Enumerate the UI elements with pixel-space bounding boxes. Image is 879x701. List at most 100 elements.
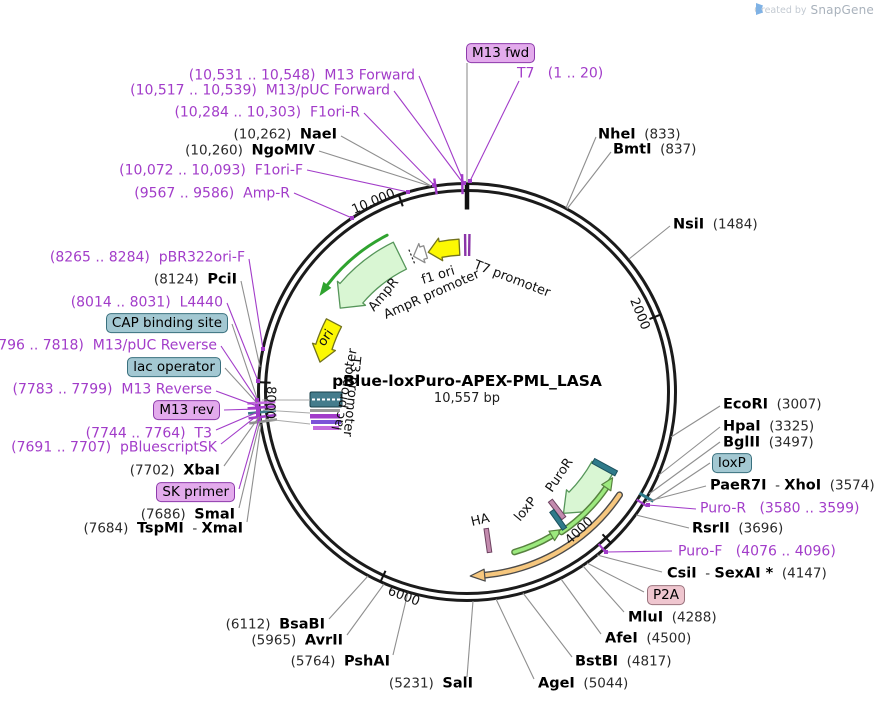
label-m13-puc-forward[interactable]: (10,517 .. 10,539) M13/pUC Forward [130, 82, 390, 99]
label-afei[interactable]: AfeI (4500) [605, 629, 691, 646]
feature-t7-promoter-bar[interactable] [463, 233, 467, 257]
label-text: (10,531 .. 10,548) M13 Forward [188, 67, 415, 84]
callout-line-ngomiv [318, 150, 431, 187]
feature-loxp-bar[interactable] [549, 508, 568, 531]
label-hpai[interactable]: HpaI (3325) [723, 417, 814, 434]
label-smai[interactable]: (7686) SmaI [141, 505, 235, 522]
label-text: (5231) [388, 675, 443, 692]
feature-ampr-promoter-arrow[interactable] [412, 242, 429, 264]
label-pbluescriptsk[interactable]: (7691 .. 7707) pBluescriptSK [11, 439, 217, 456]
label-p2a-box[interactable]: P2A [647, 585, 685, 605]
label-pbr322ori-f[interactable]: (8265 .. 8284) pBR322ori-F [50, 249, 245, 266]
label-text: - [766, 477, 785, 494]
ring-site-mark[interactable] [247, 400, 276, 405]
label-m13-rev-box[interactable]: M13 rev [153, 400, 220, 420]
feature-f1-ori-arrow[interactable] [427, 237, 461, 262]
primer-site-dot [255, 404, 259, 408]
label-text: XmaI [201, 520, 243, 537]
inset-connector [264, 418, 311, 425]
label-mlui[interactable]: MluI (4288) [628, 608, 717, 625]
label-text: EcoRI [723, 396, 769, 413]
feature-label-loxp[interactable]: loxP [512, 494, 541, 524]
label-m13-forward[interactable]: (10,531 .. 10,548) M13 Forward [189, 67, 415, 84]
primer-site-dot [256, 407, 260, 411]
label-sk-primer-box[interactable]: SK primer [156, 482, 235, 502]
label-lac-operator-box[interactable]: lac operator [127, 357, 221, 377]
label-bmti[interactable]: BmtI (837) [613, 140, 696, 157]
scale-tick[interactable] [397, 193, 404, 207]
label-f1ori-f[interactable]: (10,072 .. 10,093) F1ori-F [119, 162, 303, 179]
label-bsabi[interactable]: (6112) BsaBI [226, 615, 325, 632]
label-paer7i-xhoi[interactable]: PaeR7I - XhoI (3574) [710, 476, 875, 493]
label-sali[interactable]: (5231) SalI [389, 674, 473, 691]
green-direction-arrow-b-head [601, 477, 614, 492]
label-pcii[interactable]: (8124) PciI [154, 270, 237, 287]
label-m13-fwd-box[interactable]: M13 fwd [466, 43, 536, 63]
primer-site-dot [468, 179, 472, 183]
label-csii-sexai[interactable]: CsiI - SexAI * (4147) [667, 564, 827, 581]
label-bglii[interactable]: BglII (3497) [723, 433, 814, 450]
label-f1ori-r[interactable]: (10,284 .. 10,303) F1ori-R [174, 104, 360, 121]
scale-tick[interactable] [379, 570, 387, 584]
label-text: (10,262) [233, 126, 300, 143]
label-text: Puro-R (3580 .. 3599) [700, 500, 860, 517]
label-text: lac operator [133, 359, 215, 376]
scale-tick[interactable] [257, 381, 271, 384]
label-rsrii[interactable]: RsrII (3696) [692, 519, 783, 536]
feature-ha-bar[interactable] [483, 527, 493, 554]
label-cap-binding-site-box[interactable]: CAP binding site [105, 313, 228, 333]
feature-ori-arrow[interactable] [311, 318, 343, 363]
feature-loxp-bar[interactable] [591, 457, 619, 477]
label-text: BstBI [575, 653, 619, 670]
ring-site-mark[interactable] [638, 491, 655, 503]
label-text: PaeR7I [710, 477, 767, 494]
label-m13-reverse[interactable]: (7783 .. 7799) M13 Reverse [13, 381, 213, 398]
label-pshai[interactable]: (5764) PshAI [291, 652, 390, 669]
label-ecori[interactable]: EcoRI (3007) [723, 395, 822, 412]
label-text: (7783 .. 7799) M13 Reverse [12, 381, 213, 398]
label-text: MluI [628, 609, 664, 626]
label-avrii[interactable]: (5965) AvrII [251, 631, 343, 648]
feature-label-t7-promoter[interactable]: T7 promoter [471, 257, 553, 301]
callout-line-m13-puc-reverse [220, 345, 258, 401]
label-text: AvrII [304, 632, 343, 649]
label-text: AgeI [538, 675, 575, 692]
label-text: XbaI [183, 462, 220, 479]
callout-line-mlui [582, 565, 625, 613]
ring-site-mark[interactable] [248, 413, 277, 420]
callout-line-bstbi [522, 592, 573, 658]
feature-t7-promoter-bar[interactable] [467, 233, 471, 256]
origin-tick[interactable] [464, 182, 470, 210]
callout-line-rsrii [635, 514, 690, 529]
label-m13-puc-reverse[interactable]: (7796 .. 7818) M13/pUC Reverse [0, 337, 217, 354]
label-l4440[interactable]: (8014 .. 8031) L4440 [71, 294, 223, 311]
label-text: CsiI [667, 565, 697, 582]
inset-feature-bar[interactable] [310, 414, 340, 419]
label-t7-primer[interactable]: T7 (1 .. 20) [517, 65, 603, 82]
ring-site-mark[interactable] [636, 498, 648, 508]
feature-ampr-arrow[interactable] [336, 241, 408, 309]
label-puro-r[interactable]: Puro-R (3580 .. 3599) [700, 500, 859, 517]
primer-site-dot [461, 181, 465, 185]
label-nsii[interactable]: NsiI (1484) [673, 215, 758, 232]
label-text: RsrII [692, 520, 730, 537]
label-loxp-box[interactable]: loxP [712, 453, 752, 473]
label-text: (5764) [290, 653, 345, 670]
plasmid-title-block[interactable]: pBlue-loxPuro-APEX-PML_LASA 10,557 bp [332, 372, 602, 406]
scale-tick[interactable] [649, 313, 662, 320]
scale-tick[interactable] [601, 533, 613, 545]
inset-feature-bar[interactable] [311, 420, 341, 424]
label-ngomiv[interactable]: (10,260) NgoMIV [185, 141, 315, 158]
feature-label-ha[interactable]: HA [470, 511, 492, 530]
label-puro-f[interactable]: Puro-F (4076 .. 4096) [678, 543, 836, 560]
label-bstbi[interactable]: BstBI (4817) [575, 652, 672, 669]
inset-feature-bar[interactable] [313, 426, 339, 430]
label-naei[interactable]: (10,262) NaeI [233, 125, 337, 142]
label-tspmi-xmai[interactable]: (7684) TspMI - XmaI [83, 519, 243, 536]
label-nhei[interactable]: NheI (833) [598, 125, 681, 142]
inset-feature-bar[interactable] [310, 409, 340, 412]
label-agei[interactable]: AgeI (5044) [538, 674, 628, 691]
label-xbai[interactable]: (7702) XbaI [130, 461, 220, 478]
label-amp-r[interactable]: (9567 .. 9586) Amp-R [134, 185, 290, 202]
label-t3-primer[interactable]: (7744 .. 7764) T3 [86, 425, 212, 442]
